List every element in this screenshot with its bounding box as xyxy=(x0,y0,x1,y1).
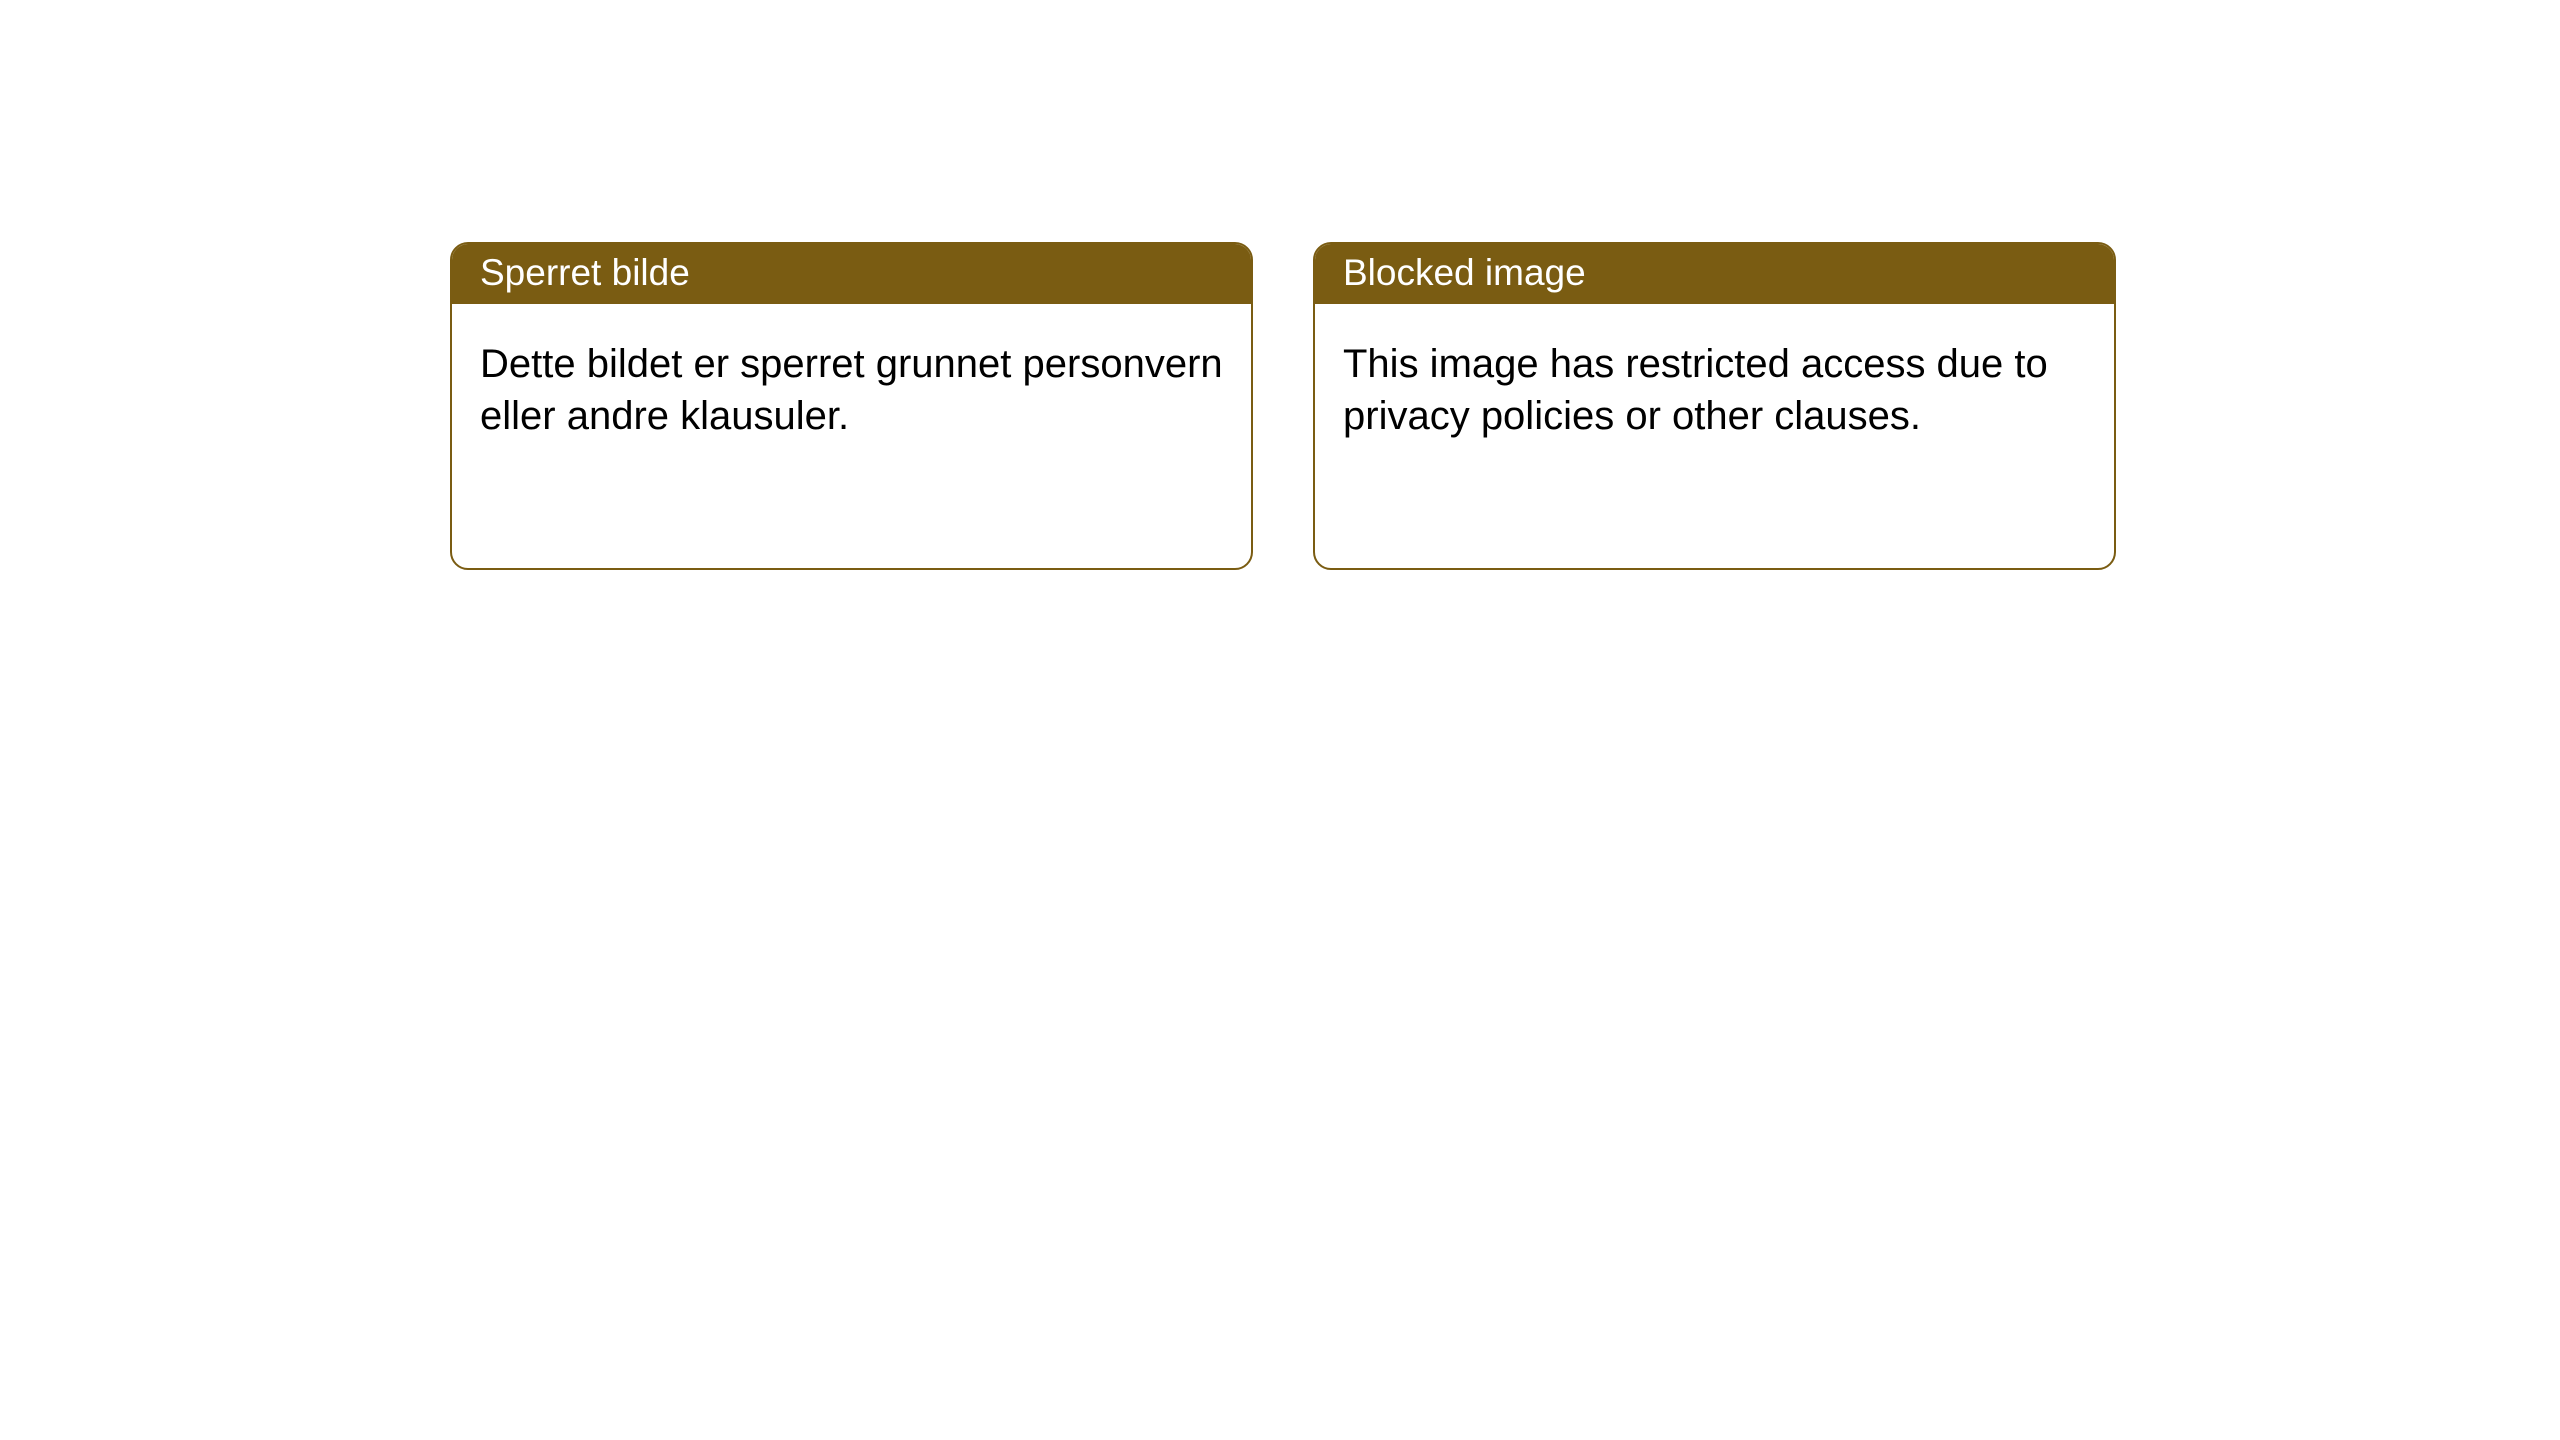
notice-title: Sperret bilde xyxy=(480,252,690,293)
notice-header: Blocked image xyxy=(1315,244,2114,304)
notice-box-norwegian: Sperret bilde Dette bildet er sperret gr… xyxy=(450,242,1253,570)
notice-body: Dette bildet er sperret grunnet personve… xyxy=(452,304,1251,568)
notice-message: This image has restricted access due to … xyxy=(1343,342,2048,438)
notice-message: Dette bildet er sperret grunnet personve… xyxy=(480,342,1223,438)
notice-container: Sperret bilde Dette bildet er sperret gr… xyxy=(0,0,2560,570)
notice-title: Blocked image xyxy=(1343,252,1586,293)
notice-box-english: Blocked image This image has restricted … xyxy=(1313,242,2116,570)
notice-body: This image has restricted access due to … xyxy=(1315,304,2114,568)
notice-header: Sperret bilde xyxy=(452,244,1251,304)
